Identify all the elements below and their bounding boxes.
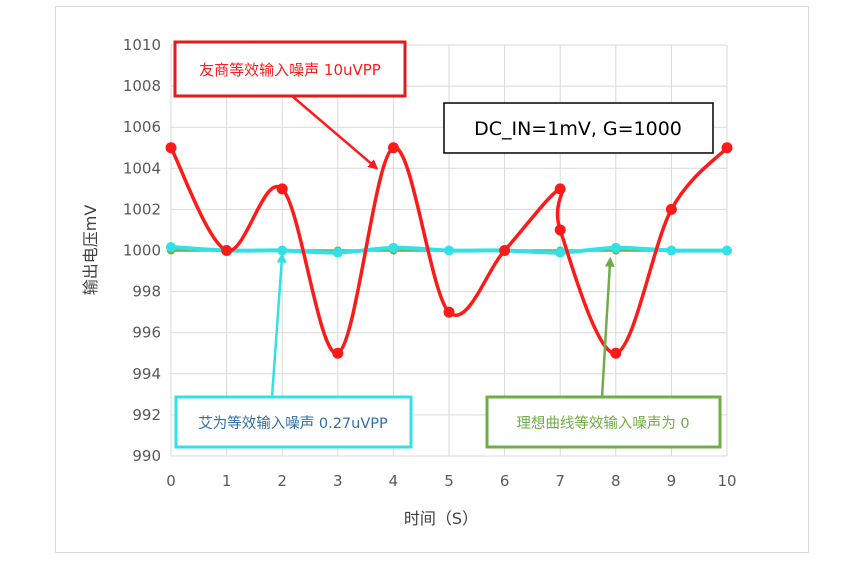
y-tick-label: 992 bbox=[132, 406, 161, 424]
data-point bbox=[276, 183, 288, 195]
annotation-dc-label: DC_IN=1mV, G=1000 bbox=[474, 118, 682, 140]
data-point bbox=[666, 245, 677, 256]
y-axis-title: 输出电压mV bbox=[81, 205, 100, 296]
data-point bbox=[665, 203, 677, 215]
y-tick-label: 1000 bbox=[123, 242, 161, 260]
data-point bbox=[332, 347, 344, 359]
y-tick-label: 1008 bbox=[123, 77, 161, 95]
x-axis-title: 时间（S） bbox=[404, 509, 478, 528]
data-point bbox=[610, 242, 621, 253]
data-point bbox=[443, 306, 455, 318]
y-tick-label: 996 bbox=[132, 324, 161, 342]
data-point bbox=[277, 245, 288, 256]
annotations-group: 友商等效输入噪声 10uVPP DC_IN=1mV, G=1000 艾为等效输入… bbox=[173, 40, 722, 449]
series-group bbox=[165, 142, 733, 359]
annotation-cyan-box bbox=[174, 395, 413, 449]
x-tick-label: 3 bbox=[333, 472, 343, 490]
x-tick-label: 4 bbox=[389, 472, 399, 490]
x-tick-label: 2 bbox=[277, 472, 287, 490]
x-tick-label: 5 bbox=[444, 472, 454, 490]
data-point bbox=[722, 245, 732, 256]
y-tick-label: 1004 bbox=[123, 159, 161, 177]
x-tick-label: 1 bbox=[222, 472, 232, 490]
chart-frame bbox=[55, 6, 809, 553]
data-point bbox=[221, 245, 233, 256]
data-point bbox=[387, 142, 399, 154]
y-tick-label: 990 bbox=[132, 447, 161, 465]
annotation-red-box bbox=[173, 40, 407, 98]
annotation-cyan-arrow bbox=[270, 252, 287, 398]
y-tick-labels: 990 992 994 996 998 1000 1002 1004 1006 1008 1010 bbox=[123, 36, 161, 465]
annotation-green-arrow bbox=[600, 256, 615, 398]
y-tick-label: 998 bbox=[132, 283, 161, 301]
x-tick-label: 6 bbox=[500, 472, 510, 490]
annotation-red-arrow bbox=[291, 95, 379, 170]
y-tick-label: 994 bbox=[132, 365, 161, 383]
x-tick-label: 10 bbox=[717, 472, 736, 490]
y-tick-label: 1002 bbox=[123, 200, 161, 218]
x-tick-label: 0 bbox=[166, 472, 176, 490]
data-point bbox=[554, 224, 566, 236]
x-tick-label: 7 bbox=[555, 472, 565, 490]
annotation-green-box bbox=[485, 395, 722, 449]
data-point bbox=[499, 245, 511, 256]
y-tick-label: 1010 bbox=[123, 36, 161, 54]
annotation-green-label: 理想曲线等效输入噪声为 0 bbox=[516, 414, 689, 432]
y-tick-label: 1006 bbox=[123, 118, 161, 136]
x-tick-labels: 0 1 2 3 4 5 6 7 8 9 10 bbox=[166, 472, 736, 490]
data-point bbox=[166, 242, 176, 253]
x-tick-label: 8 bbox=[611, 472, 621, 490]
x-tick-label: 9 bbox=[667, 472, 677, 490]
data-point bbox=[610, 347, 622, 359]
data-point bbox=[554, 183, 566, 195]
annotation-dc-box bbox=[443, 102, 714, 154]
data-point bbox=[388, 242, 399, 253]
data-point bbox=[165, 142, 177, 154]
annotation-red-label: 友商等效输入噪声 10uVPP bbox=[199, 61, 381, 79]
data-point bbox=[444, 245, 454, 256]
data-point bbox=[332, 247, 343, 258]
data-point bbox=[721, 142, 733, 154]
annotation-cyan-label: 艾为等效输入噪声 0.27uVPP bbox=[198, 414, 388, 432]
data-point bbox=[555, 247, 566, 258]
